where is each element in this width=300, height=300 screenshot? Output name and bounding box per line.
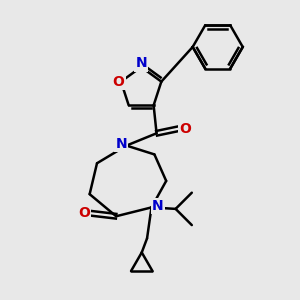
Text: N: N bbox=[135, 56, 147, 70]
Text: N: N bbox=[115, 137, 127, 151]
Text: O: O bbox=[113, 75, 124, 88]
Text: O: O bbox=[179, 122, 191, 136]
Text: O: O bbox=[78, 206, 90, 220]
Text: N: N bbox=[152, 199, 164, 213]
